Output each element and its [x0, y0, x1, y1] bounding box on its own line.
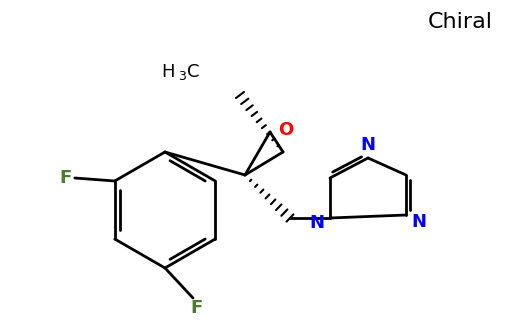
Text: O: O — [279, 121, 293, 139]
Text: 3: 3 — [178, 70, 186, 83]
Text: Chiral: Chiral — [428, 12, 493, 32]
Text: N: N — [360, 136, 375, 154]
Text: F: F — [59, 169, 72, 187]
Text: N: N — [309, 214, 325, 232]
Text: H: H — [161, 63, 175, 81]
Text: F: F — [190, 299, 202, 317]
Text: C: C — [187, 63, 200, 81]
Text: N: N — [412, 213, 426, 231]
